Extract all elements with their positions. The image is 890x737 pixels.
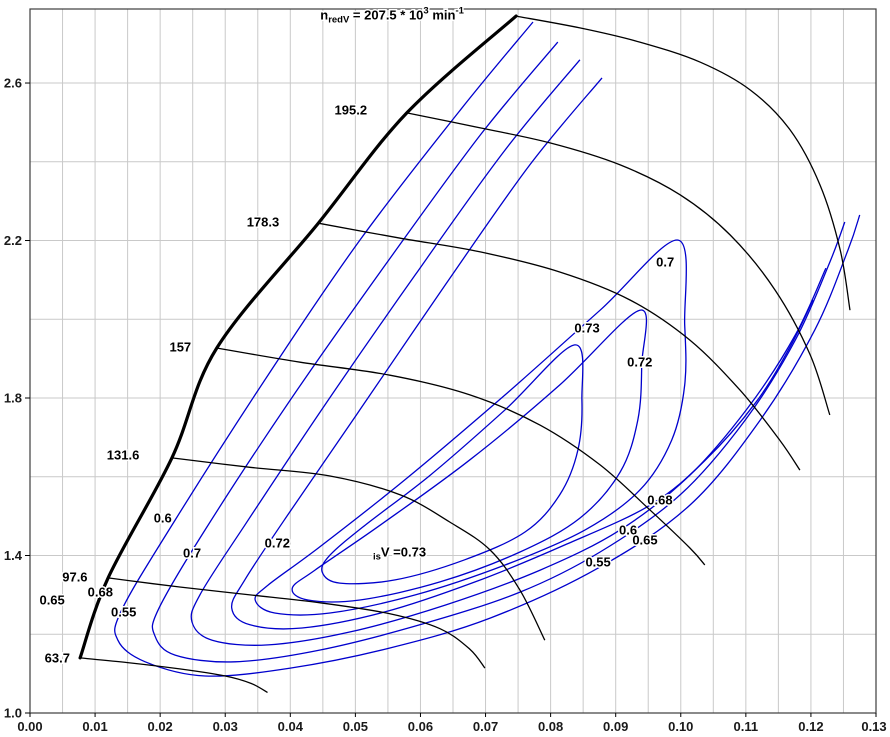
y-axis-tick-label: 2.6 [4,76,22,91]
efficiency-label: 0.73 [574,320,599,335]
speed-label: 63.7 [45,650,70,665]
efficiency-label: 0.55 [585,554,610,569]
x-axis-tick-label: 0.11 [734,719,759,734]
speed-line-178-3 [318,222,801,471]
efficiency-contour-0-73 [321,344,584,585]
efficiency-contour-0-55 [114,21,861,677]
efficiency-label: 0.72 [265,535,290,550]
speed-label: 97.6 [62,570,87,585]
efficiency-label: 0.7 [183,546,201,561]
x-axis-tick-label: 0.04 [278,719,304,734]
efficiency-label: 0.68 [88,585,113,600]
chart-title-part: = 207.5 * 10 [349,7,423,22]
efficiency-label: 0.65 [39,592,64,607]
chart-title-part: 3 [423,5,428,16]
speed-label: 131.6 [107,448,140,463]
efficiency-contour-0-68 [230,77,814,630]
speed-line-157 [216,347,706,566]
speed-line-131-6 [171,457,546,641]
efficiency-label: 0.55 [111,604,136,619]
surge-line [78,14,518,660]
y-axis-tick-label: 1.0 [4,706,22,721]
isentropic-efficiency-label-part: is [373,551,381,562]
x-axis-tick-label: 0.13 [861,719,886,734]
efficiency-contour-0-6 [151,41,846,663]
y-axis-tick-label: 2.2 [4,233,22,248]
x-axis-tick-label: 0.06 [408,719,433,734]
chart-title-part: n [320,7,328,22]
x-axis-tick-label: 0.08 [538,719,563,734]
y-axis-tick-label: 1.4 [4,548,23,563]
efficiency-label: 0.65 [632,533,657,548]
efficiency-label: 0.7 [656,255,674,270]
x-axis-tick-label: 0.10 [668,719,693,734]
x-axis-tick-label: 0.12 [798,719,823,734]
x-axis-tick-label: 0.02 [147,719,172,734]
chart-title-part: redV [328,14,350,25]
x-axis-tick-label: 0.09 [603,719,628,734]
x-axis-tick-label: 0.05 [343,719,368,734]
chart-title: nredV = 207.5 * 103 min-1 [320,5,464,25]
chart-title-part: -1 [455,5,464,16]
efficiency-contour-0-72 [291,309,648,603]
speed-label: 195.2 [335,103,368,118]
speed-line-63-7 [80,657,268,694]
speed-line-max [515,15,851,311]
speed-line-195-2 [406,112,831,416]
x-axis-tick-label: 0.01 [82,719,107,734]
efficiency-contour-0-7 [254,239,687,616]
y-axis-tick-label: 1.8 [4,391,22,406]
efficiency-label: 0.6 [619,522,637,537]
plot-border [29,8,877,714]
efficiency-label: 0.6 [154,511,172,526]
speed-line-97-6 [108,577,486,669]
x-axis-tick-label: 0.00 [17,719,42,734]
efficiency-label: 0.72 [627,355,652,370]
isentropic-efficiency-label-part: V =0.73 [381,544,426,559]
efficiency-label: 0.68 [647,492,672,507]
x-axis-tick-label: 0.07 [473,719,498,734]
x-axis-tick-label: 0.03 [213,719,238,734]
speed-label: 178.3 [247,215,280,230]
speed-label: 157 [169,339,191,354]
isentropic-efficiency-label: isV =0.73 [373,544,426,562]
chart-title-part: min [429,7,456,22]
